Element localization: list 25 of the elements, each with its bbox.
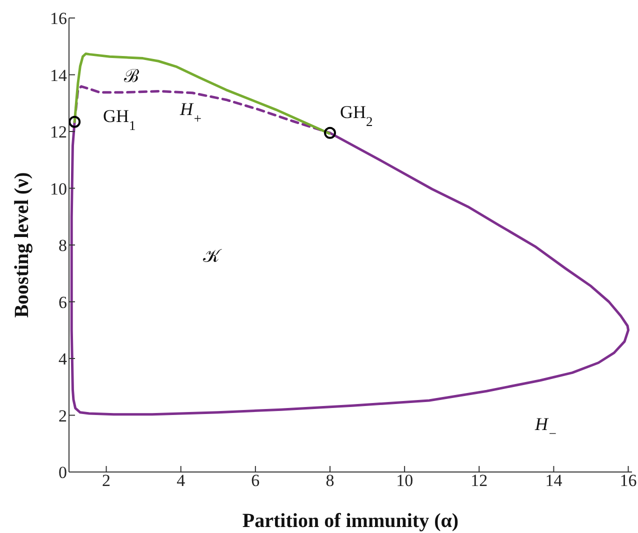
annotation: 𝒦 [203,246,222,266]
x-tick-label: 6 [251,471,260,490]
y-tick-label: 0 [58,463,67,482]
y-tick-label: 12 [50,122,67,142]
annotation: H$_{−}$ [534,414,558,440]
x-tick-label: 12 [470,471,488,490]
annotation: H$_{+}$ [179,99,202,126]
x-axis-title: Partition of immunity (α) [242,510,459,532]
x-tick-label: 8 [326,471,334,490]
x-tick-label: 4 [176,471,186,490]
annotation: GH$_{2}$ [340,102,373,128]
x-tick-label: 2 [102,471,111,490]
y-tick-label: 10 [50,179,67,198]
y-tick-label: 2 [58,406,67,426]
y-tick-label: 4 [58,350,68,369]
x-tick-label: 10 [396,471,414,490]
x-tick-label: 14 [545,471,563,490]
x-tick-label: 16 [620,471,637,490]
annotation: GH$_{1}$ [103,106,136,132]
annotation: ℬ [124,66,140,86]
y-axis-title: Boosting level (ν) [11,172,33,318]
y-tick-label: 8 [58,236,67,256]
y-tick-label: 6 [58,292,67,312]
y-tick-label: 16 [50,9,67,28]
y-tick-label: 14 [50,66,68,85]
